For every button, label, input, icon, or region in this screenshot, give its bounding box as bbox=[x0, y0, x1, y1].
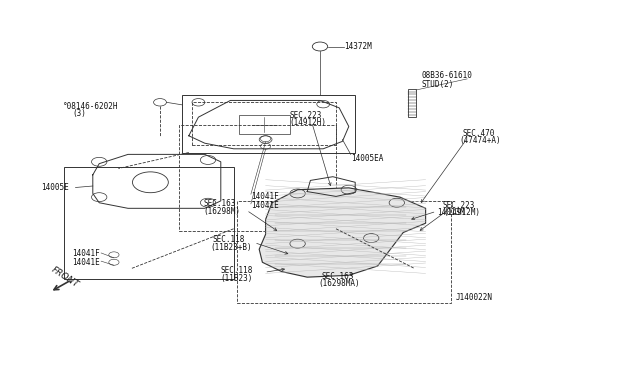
Text: SEC.163: SEC.163 bbox=[321, 272, 354, 280]
Text: SEC.470: SEC.470 bbox=[462, 129, 495, 138]
Text: (14912M): (14912M) bbox=[443, 208, 480, 217]
Text: (11B23+B): (11B23+B) bbox=[210, 243, 252, 251]
Text: (11B23): (11B23) bbox=[221, 274, 253, 283]
Text: SEC.118: SEC.118 bbox=[221, 266, 253, 275]
Text: 14041E: 14041E bbox=[251, 201, 278, 210]
Text: FRONT: FRONT bbox=[50, 265, 81, 289]
Bar bbox=[182, 95, 355, 153]
Text: (16298M): (16298M) bbox=[204, 207, 241, 216]
Text: 14041F: 14041F bbox=[251, 192, 278, 201]
Text: (16298MA): (16298MA) bbox=[319, 279, 360, 288]
Text: SEC.223: SEC.223 bbox=[289, 111, 322, 120]
Bar bbox=[64, 167, 234, 279]
Text: (3): (3) bbox=[72, 109, 86, 118]
Text: (47474+A): (47474+A) bbox=[460, 136, 501, 145]
Text: J140022N: J140022N bbox=[456, 293, 493, 302]
Bar bbox=[239, 115, 290, 134]
Text: 14005EA: 14005EA bbox=[351, 154, 383, 163]
Text: SEC.223: SEC.223 bbox=[443, 201, 476, 210]
Bar bbox=[192, 102, 336, 145]
Text: °08146-6202H: °08146-6202H bbox=[63, 102, 118, 111]
Bar bbox=[179, 125, 336, 231]
Text: 14372M: 14372M bbox=[344, 42, 372, 51]
Bar bbox=[237, 201, 451, 303]
Bar bbox=[408, 89, 416, 117]
Text: 14013M: 14013M bbox=[437, 208, 465, 217]
Text: 14041E: 14041E bbox=[72, 258, 100, 267]
Text: SEC.118: SEC.118 bbox=[212, 235, 245, 244]
Text: STUD(2): STUD(2) bbox=[421, 80, 454, 89]
Text: 14041F: 14041F bbox=[72, 249, 100, 258]
Polygon shape bbox=[259, 188, 426, 277]
Text: (14912H): (14912H) bbox=[289, 118, 326, 127]
Text: 08B36-61610: 08B36-61610 bbox=[421, 71, 472, 80]
Text: SEC.163: SEC.163 bbox=[204, 199, 236, 208]
Text: 14005E: 14005E bbox=[42, 183, 69, 192]
